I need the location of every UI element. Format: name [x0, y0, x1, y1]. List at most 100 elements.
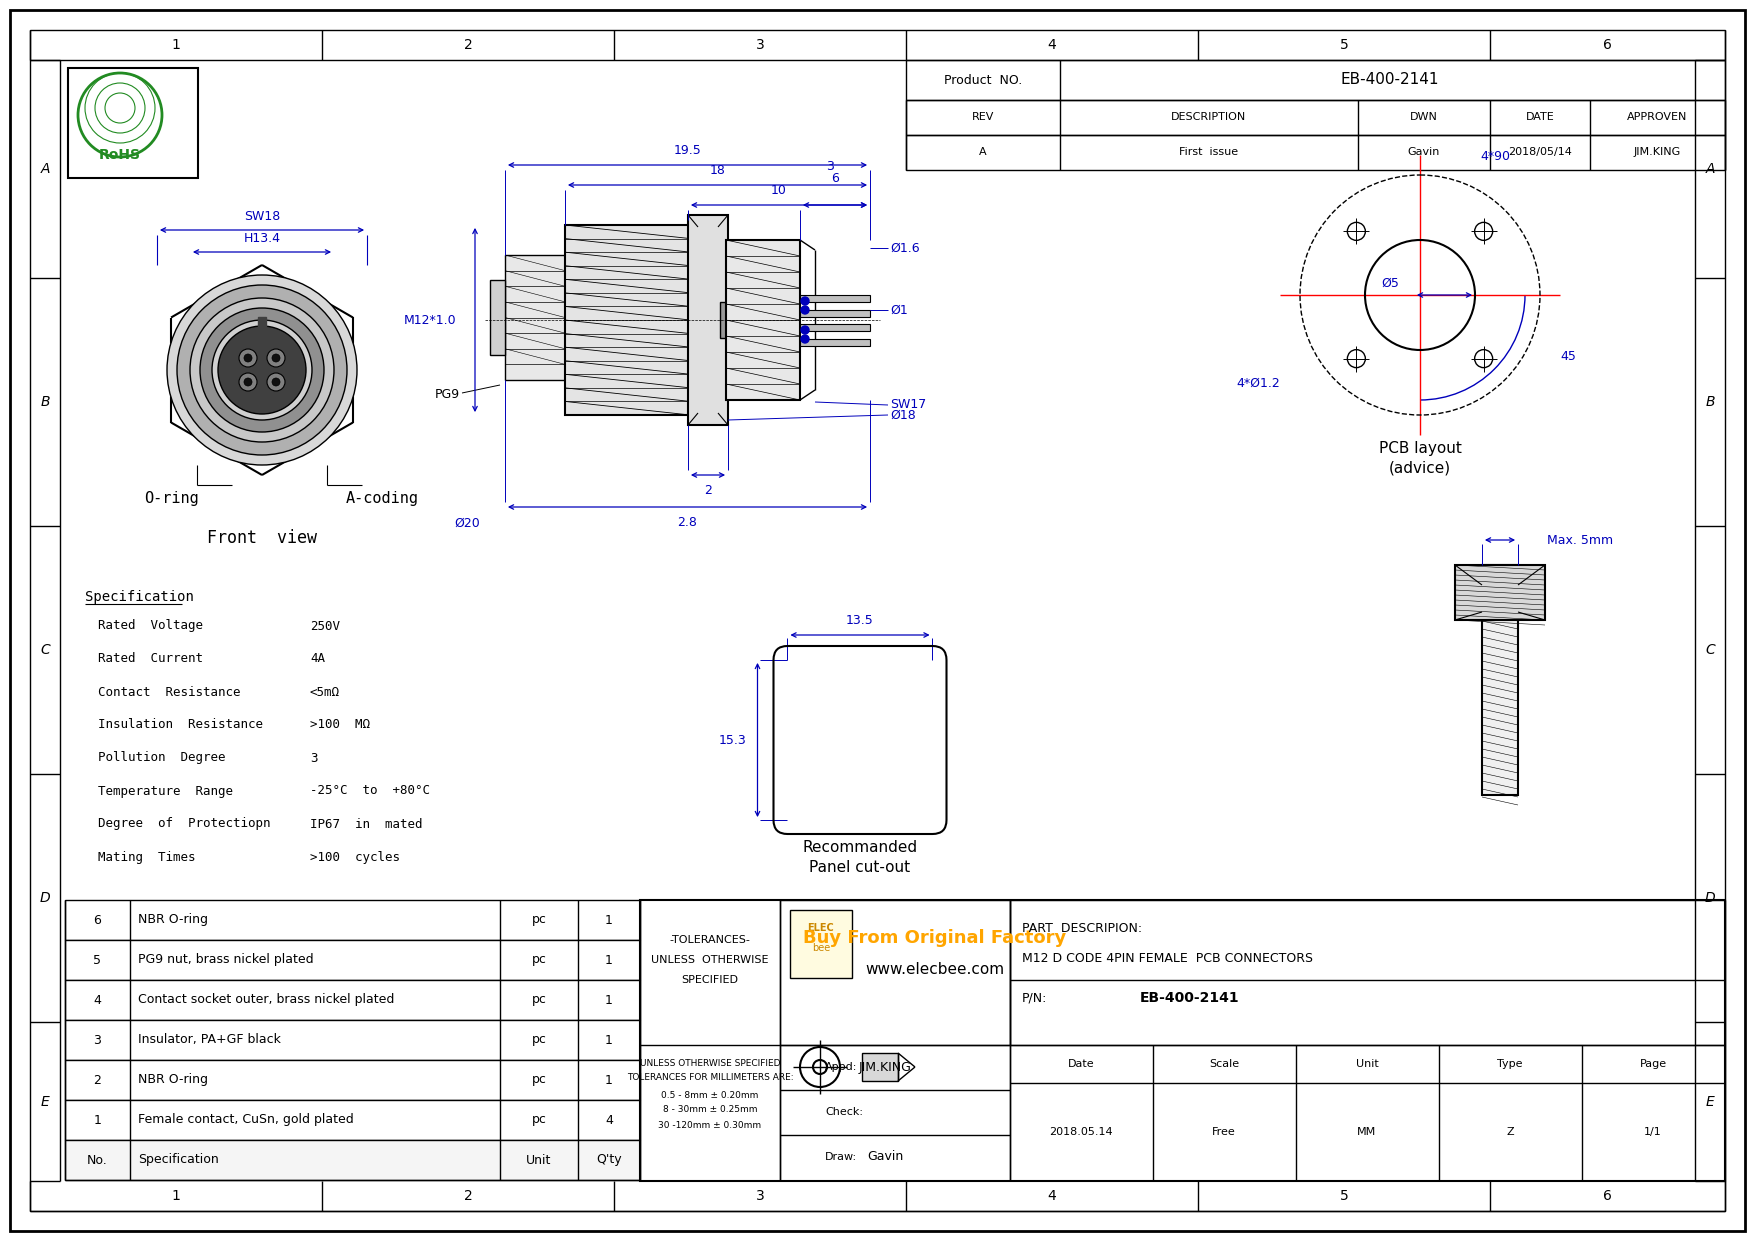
Bar: [565, 225, 690, 414]
Bar: [779, 900, 1009, 1045]
Text: D: D: [1704, 891, 1715, 905]
Text: 2018/05/14: 2018/05/14: [1508, 146, 1572, 158]
Text: IP67  in  mated: IP67 in mated: [311, 818, 423, 830]
Text: Check:: Check:: [825, 1107, 863, 1117]
Text: 5: 5: [93, 953, 102, 967]
Text: 4: 4: [1048, 1189, 1057, 1203]
Text: Degree  of  Protectiopn: Degree of Protectiopn: [98, 818, 270, 830]
Bar: [800, 339, 870, 345]
Bar: [906, 135, 1725, 170]
Text: APPROVEN: APPROVEN: [1627, 112, 1688, 122]
Text: Panel cut-out: Panel cut-out: [809, 860, 911, 875]
Text: Specification: Specification: [139, 1153, 219, 1167]
Text: Product  NO.: Product NO.: [944, 73, 1021, 87]
Text: SW18: SW18: [244, 210, 281, 222]
Text: www.elecbee.com: www.elecbee.com: [865, 963, 1004, 978]
Circle shape: [244, 354, 253, 362]
Text: M12*1.0: M12*1.0: [404, 314, 456, 326]
Text: TOLERANCES FOR MILLIMETERS ARE:: TOLERANCES FOR MILLIMETERS ARE:: [627, 1073, 793, 1082]
Text: E: E: [40, 1095, 49, 1108]
Text: 2: 2: [463, 38, 472, 52]
Bar: [258, 316, 267, 326]
Text: bee: bee: [813, 943, 830, 953]
Text: JIM.KING: JIM.KING: [1634, 146, 1681, 158]
Text: 45: 45: [1560, 350, 1576, 364]
Bar: [65, 939, 641, 980]
Text: M12 D CODE 4PIN FEMALE  PCB CONNECTORS: M12 D CODE 4PIN FEMALE PCB CONNECTORS: [1021, 952, 1313, 964]
Circle shape: [190, 298, 333, 442]
Circle shape: [267, 349, 284, 367]
Text: 6: 6: [832, 172, 839, 185]
Text: DWN: DWN: [1409, 112, 1437, 122]
Text: No.: No.: [88, 1153, 107, 1167]
Circle shape: [800, 326, 809, 334]
Text: Appd:: Appd:: [825, 1062, 858, 1072]
Circle shape: [212, 320, 312, 419]
Text: 3: 3: [311, 752, 318, 764]
Text: 4A: 4A: [311, 653, 325, 665]
Text: 1: 1: [605, 1034, 612, 1046]
Text: 19.5: 19.5: [674, 144, 702, 158]
Text: >100  MΩ: >100 MΩ: [311, 719, 370, 731]
Bar: [68, 68, 198, 177]
Text: Buy From Original Factory: Buy From Original Factory: [804, 930, 1067, 947]
Circle shape: [200, 308, 325, 432]
Text: 3: 3: [827, 160, 834, 174]
Circle shape: [272, 379, 281, 386]
Text: SW17: SW17: [890, 398, 927, 412]
Text: 30 -120mm ± 0.30mm: 30 -120mm ± 0.30mm: [658, 1121, 762, 1129]
Bar: [800, 324, 870, 330]
Text: 250V: 250V: [311, 619, 340, 633]
Text: 3: 3: [93, 1034, 102, 1046]
Text: 1: 1: [605, 1073, 612, 1087]
Text: 0.5 - 8mm ± 0.20mm: 0.5 - 8mm ± 0.20mm: [662, 1091, 758, 1100]
Bar: [800, 294, 870, 302]
Bar: [1455, 565, 1544, 620]
Bar: [688, 215, 728, 424]
Text: 5: 5: [1339, 1189, 1348, 1203]
Text: DESCRIPTION: DESCRIPTION: [1171, 112, 1246, 122]
Text: Ø1: Ø1: [890, 304, 907, 316]
Text: B: B: [1706, 395, 1715, 410]
Text: 6: 6: [93, 913, 102, 927]
Text: PG9 nut, brass nickel plated: PG9 nut, brass nickel plated: [139, 953, 314, 967]
Text: NBR O-ring: NBR O-ring: [139, 913, 209, 927]
Text: O-ring: O-ring: [144, 490, 200, 505]
Circle shape: [167, 276, 356, 465]
Text: PG9: PG9: [435, 388, 460, 402]
Text: -TOLERANCES-: -TOLERANCES-: [670, 934, 751, 944]
Text: H13.4: H13.4: [244, 232, 281, 244]
Bar: [65, 1140, 641, 1180]
Bar: [720, 302, 728, 338]
Text: C: C: [1706, 643, 1715, 656]
Text: Gavin: Gavin: [1408, 146, 1441, 158]
Text: 4: 4: [93, 994, 102, 1006]
Bar: [641, 900, 1725, 1181]
Text: P/N:: P/N:: [1021, 992, 1048, 1004]
Text: Contact  Resistance: Contact Resistance: [98, 685, 240, 699]
Text: 10: 10: [770, 185, 786, 197]
Text: UNLESS OTHERWISE SPECIFIED: UNLESS OTHERWISE SPECIFIED: [641, 1059, 781, 1067]
Text: A: A: [1706, 163, 1715, 176]
Text: Specification: Specification: [84, 589, 193, 604]
Circle shape: [177, 285, 347, 455]
Text: Female contact, CuSn, gold plated: Female contact, CuSn, gold plated: [139, 1113, 355, 1127]
Circle shape: [267, 374, 284, 391]
Text: <5mΩ: <5mΩ: [311, 685, 340, 699]
Bar: [505, 254, 565, 380]
Text: 4: 4: [1048, 38, 1057, 52]
Text: Insulation  Resistance: Insulation Resistance: [98, 719, 263, 731]
Text: 1: 1: [93, 1113, 102, 1127]
Text: (advice): (advice): [1388, 460, 1451, 475]
Bar: [1009, 900, 1725, 1045]
Text: Ø1.6: Ø1.6: [890, 242, 920, 254]
Text: Ø20: Ø20: [455, 516, 481, 530]
Bar: [65, 1060, 641, 1100]
Circle shape: [800, 307, 809, 314]
Text: 2: 2: [93, 1073, 102, 1087]
Text: -25°C  to  +80°C: -25°C to +80°C: [311, 784, 430, 798]
Text: First  issue: First issue: [1179, 146, 1239, 158]
Bar: [65, 900, 641, 939]
Text: Q'ty: Q'ty: [597, 1153, 621, 1167]
Text: 2018.05.14: 2018.05.14: [1049, 1127, 1113, 1137]
